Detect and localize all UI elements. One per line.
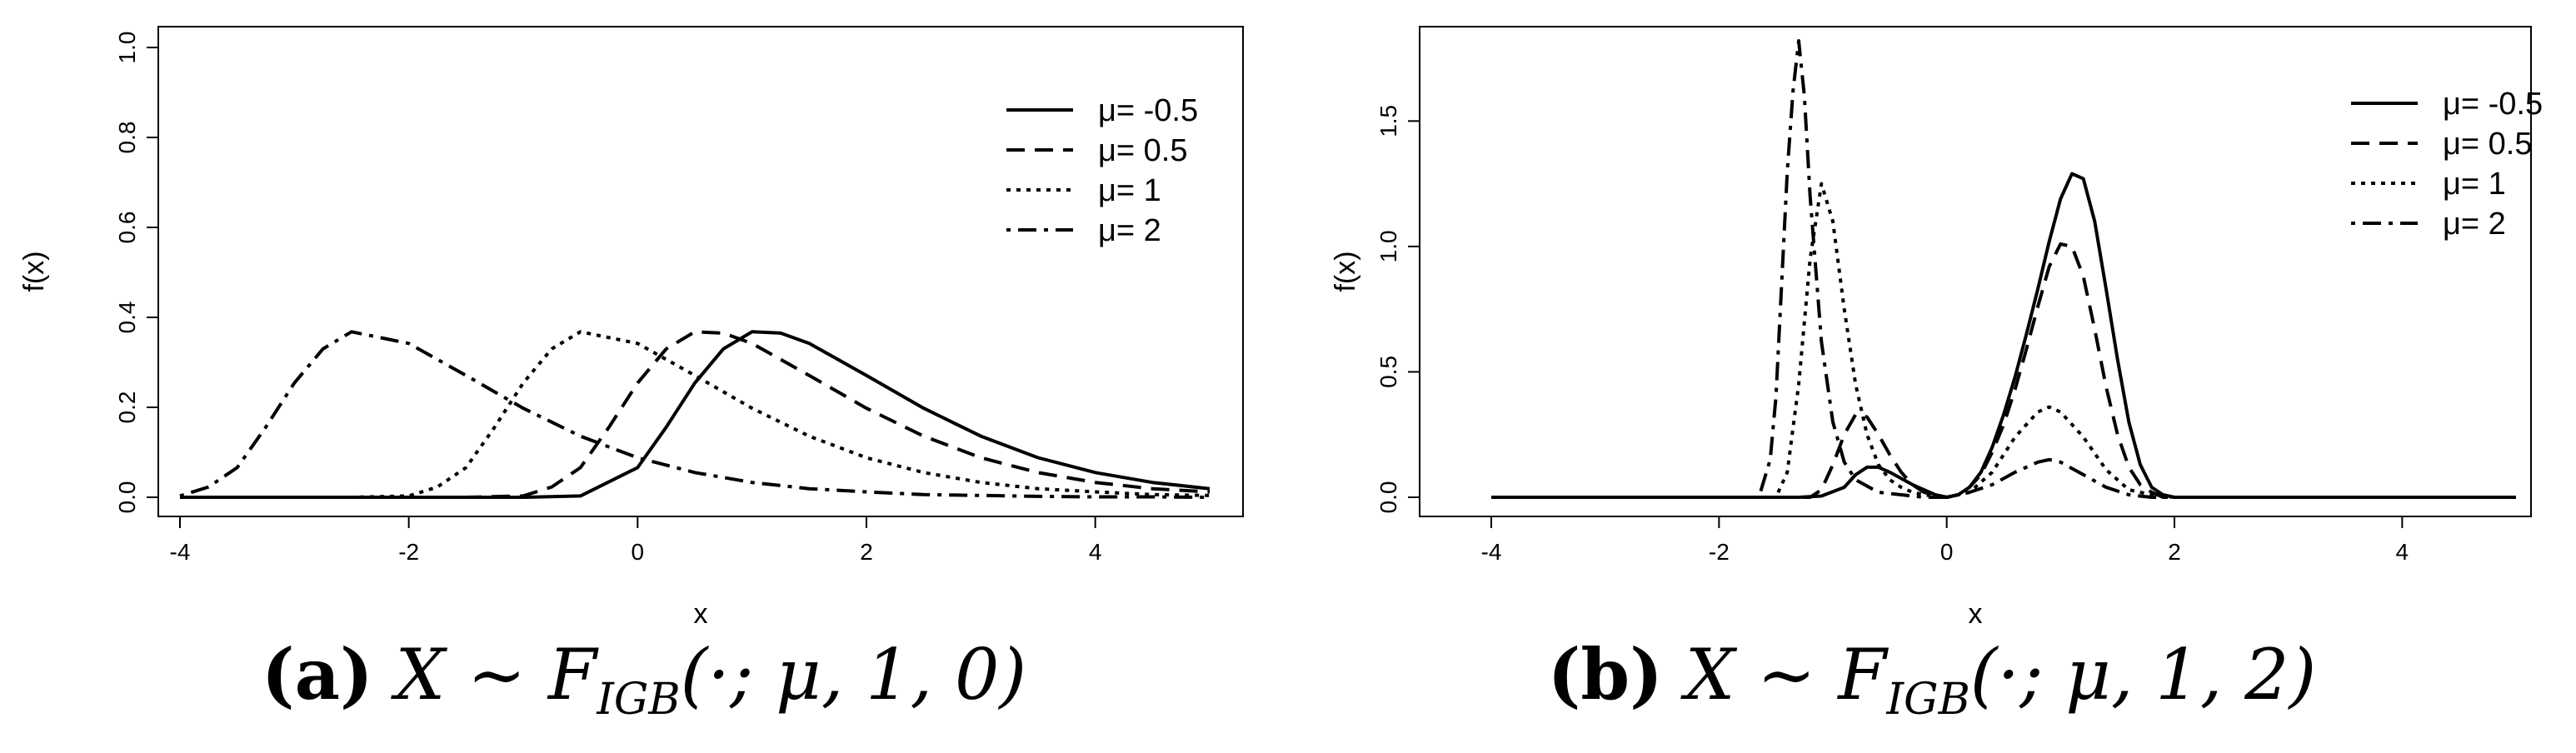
y-tick-label-b: 0.5 [1375, 356, 1401, 388]
panel-a: -4 -2 0 2 4 0.0 0.2 0.4 0.6 0.8 1.0 x f(x) μ= -0.5 μ= … [0, 26, 1288, 725]
series-line-b-2 [1491, 182, 2516, 499]
legend-label-b-2: μ= 1 [2443, 167, 2506, 202]
legend-label-b-0: μ= -0.5 [2443, 87, 2543, 122]
y-axis-label-a: f(x) [18, 251, 50, 292]
legend-label-a-1: μ= 0.5 [1098, 133, 1187, 168]
x-tick-label-b: 4 [2396, 539, 2409, 565]
y-tick-label-a: 0.8 [114, 122, 140, 154]
caption-b-letter: (b) [1547, 633, 1663, 716]
x-tick-label-a: 0 [632, 539, 645, 565]
caption-b: (b) X ∼ FIGB(·; μ, 1, 2) [1288, 625, 2576, 725]
legend-label-b-1: μ= 0.5 [2443, 127, 2532, 162]
series-line-a-3 [179, 330, 1211, 499]
caption-b-formula-args: (·; μ, 1, 2) [1969, 634, 2317, 716]
legend-label-a-2: μ= 1 [1098, 173, 1161, 208]
caption-b-formula-sub: IGB [1886, 674, 1970, 725]
y-tick-label-a: 0.6 [114, 212, 140, 244]
caption-a-letter: (a) [261, 633, 373, 716]
series-line-b-1 [1491, 242, 2516, 499]
y-tick-label-a: 1.0 [114, 32, 140, 64]
y-tick-label-b: 1.0 [1375, 230, 1401, 262]
x-tick-label-a: -2 [398, 539, 419, 565]
y-tick-label-b: 1.5 [1375, 105, 1401, 137]
x-axis-label-b: x [1969, 598, 1983, 630]
series-line-b-0 [1491, 172, 2516, 499]
legend-label-a-3: μ= 2 [1098, 213, 1161, 248]
chart-a: -4 -2 0 2 4 0.0 0.2 0.4 0.6 0.8 1.0 x f(x) μ= -0.5 μ= … [18, 26, 1244, 630]
series-line-a-2 [180, 330, 1211, 499]
caption-a-formula-sub: IGB [597, 674, 681, 725]
plot-frame-b [1419, 26, 2532, 517]
legend-label-b-3: μ= 2 [2443, 207, 2506, 242]
x-tick-label-b: -4 [1481, 539, 1502, 565]
caption-a: (a) X ∼ FIGB(·; μ, 1, 0) [0, 625, 1288, 725]
caption-a-formula-args: (·; μ, 1, 0) [680, 634, 1027, 716]
y-tick-label-a: 0.0 [114, 481, 140, 514]
panel-b: -4 -2 0 2 4 0.0 0.5 1.0 1.5 x f(x) μ= -0.5 μ= 0.5 μ= … [1288, 0, 2576, 753]
series-line-a-1 [180, 330, 1211, 499]
y-tick-label-a: 0.2 [114, 391, 140, 424]
caption-b-formula-main: X ∼ F [1685, 634, 1887, 716]
x-axis-label-a: x [694, 598, 708, 630]
x-tick-label-a: 4 [1089, 539, 1102, 565]
legend-label-a-0: μ= -0.5 [1098, 93, 1198, 128]
x-tick-label-a: 2 [860, 539, 873, 565]
y-tick-label-b: 0.0 [1375, 481, 1401, 514]
chart-b: -4 -2 0 2 4 0.0 0.5 1.0 1.5 x f(x) μ= -0.5 μ= 0.5 μ= … [1330, 26, 2543, 630]
x-tick-label-b: -2 [1709, 539, 1730, 565]
plot-frame-a [157, 26, 1244, 517]
y-tick-label-a: 0.4 [114, 302, 140, 334]
caption-a-formula-main: X ∼ F [395, 634, 597, 716]
y-axis-label-b: f(x) [1330, 251, 1361, 292]
x-tick-label-a: -4 [170, 539, 191, 565]
x-tick-label-b: 0 [1940, 539, 1954, 565]
x-tick-label-b: 2 [2168, 539, 2181, 565]
